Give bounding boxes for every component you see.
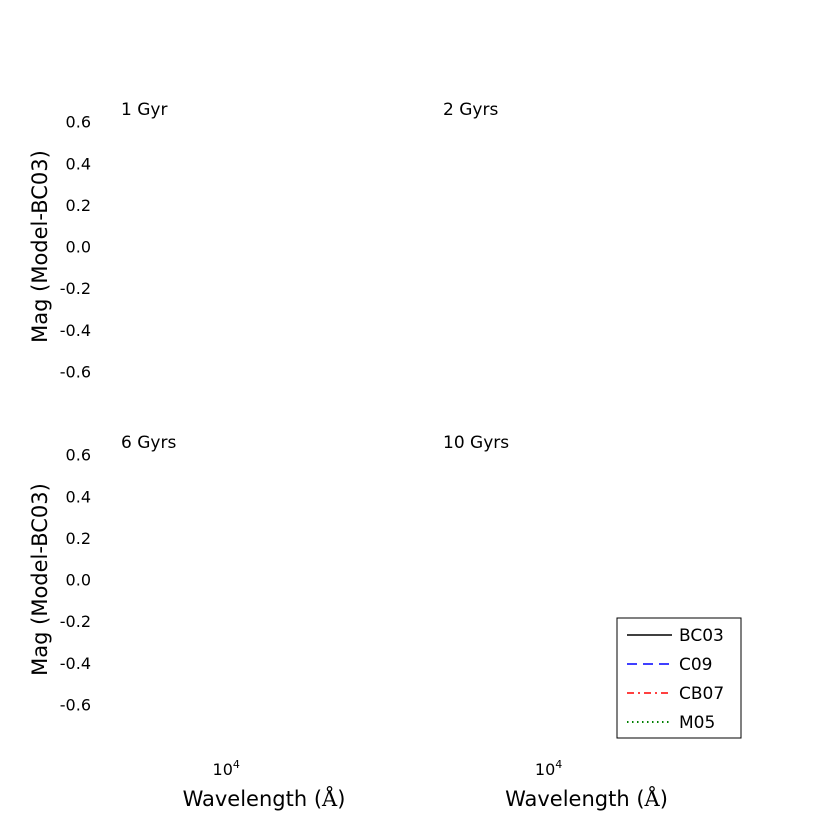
x-axis-label-right: Wavelength (Å)	[505, 786, 668, 811]
panel-title-1gyr: 1 Gyr	[121, 100, 167, 120]
x-axis-label-left-unit: Å	[321, 786, 338, 811]
y-tick-label-1-gyr-5: 0.4	[66, 154, 91, 173]
x-axis-label-right-text: Wavelength	[505, 787, 630, 811]
x-tick-base-right: 10	[535, 760, 555, 779]
x-axis-label-left-paren-open: (	[314, 787, 322, 811]
legend-frame	[616, 617, 742, 739]
legend-label-cb07: CB07	[679, 684, 724, 704]
x-tick-base-left: 10	[213, 760, 233, 779]
y-tick-label-6-gyrs-2: -0.2	[60, 612, 91, 631]
y-axis-label-top: Mag (Model-BC03)	[28, 150, 52, 343]
y-tick-label-6-gyrs-1: -0.4	[60, 654, 91, 673]
panel-title-2gyrs: 2 Gyrs	[443, 100, 498, 120]
y-tick-label-1-gyr-4: 0.2	[66, 196, 91, 215]
y-tick-label-6-gyrs-0: -0.6	[60, 695, 91, 714]
panel-title-6gyrs: 6 Gyrs	[121, 433, 176, 453]
y-tick-label-1-gyr-6: 0.6	[66, 113, 91, 132]
y-tick-label-6-gyrs-3: 0.0	[66, 571, 91, 590]
legend-label-c09: C09	[679, 655, 713, 675]
x-axis-label-right-paren-close: )	[660, 787, 668, 811]
x-axis-label-left-text: Wavelength	[183, 787, 308, 811]
y-tick-label-6-gyrs-4: 0.2	[66, 529, 91, 548]
x-tick-exp-right: 4	[555, 758, 562, 771]
x-axis-label-left: Wavelength (Å)	[183, 786, 346, 811]
y-axis-label-bottom: Mag (Model-BC03)	[28, 483, 52, 676]
y-tick-label-6-gyrs-6: 0.6	[66, 446, 91, 465]
x-axis-label-right-unit: Å	[644, 786, 661, 811]
x-tick-label-right: 104	[535, 758, 562, 779]
x-tick-exp-left: 4	[233, 758, 240, 771]
legend: BC03 C09 CB07 M05	[616, 617, 742, 739]
y-tick-label-1-gyr-2: -0.2	[60, 279, 91, 298]
x-axis-label-left-paren-close: )	[337, 787, 345, 811]
legend-label-bc03: BC03	[679, 626, 724, 646]
y-tick-label-1-gyr-3: 0.0	[66, 238, 91, 257]
y-tick-label-1-gyr-1: -0.4	[60, 321, 91, 340]
panel-title-10gyrs: 10 Gyrs	[443, 433, 509, 453]
y-tick-label-6-gyrs-5: 0.4	[66, 487, 91, 506]
x-axis-label-right-paren-open: (	[636, 787, 644, 811]
x-tick-label-left: 104	[213, 758, 240, 779]
y-tick-label-1-gyr-0: -0.6	[60, 362, 91, 381]
legend-label-m05: M05	[679, 713, 715, 733]
